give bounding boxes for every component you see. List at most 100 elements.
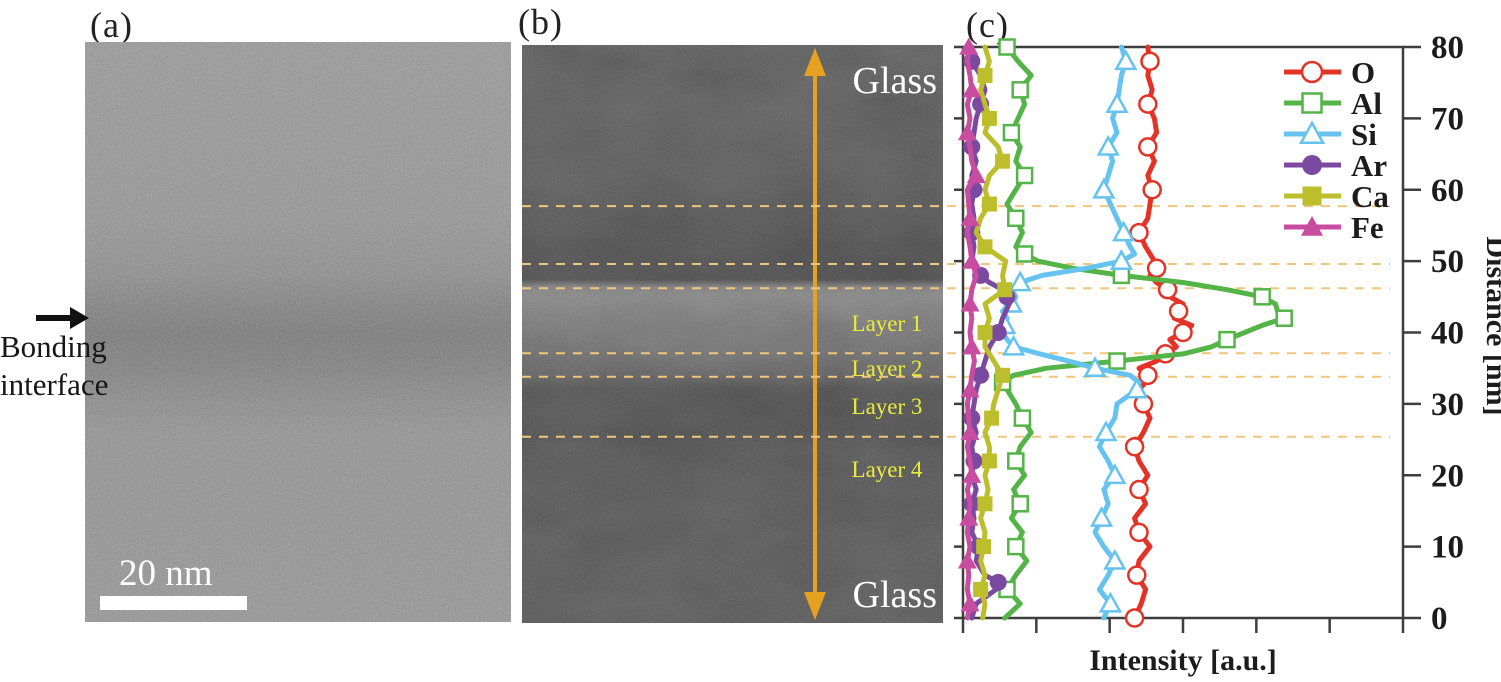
marker-Si-triangle xyxy=(1096,134,1120,156)
marker-O-circle xyxy=(1142,180,1162,200)
series-O xyxy=(1124,44,1195,628)
marker-Fe-triangle xyxy=(957,123,977,141)
marker-Al-square xyxy=(1253,288,1271,306)
marker-Ca-square xyxy=(981,453,997,469)
marker-Ca-square xyxy=(973,581,989,597)
bonding-interface-annotation: Bonding interface xyxy=(0,328,140,404)
marker-Si-triangle xyxy=(1008,270,1032,292)
marker-Ca-square xyxy=(977,325,993,340)
marker-Si-triangle xyxy=(1089,506,1114,527)
bonding-annotation-line2: interface xyxy=(0,367,109,402)
marker-Ca-square xyxy=(977,496,993,512)
marker-Fe-triangle xyxy=(960,208,980,226)
stem-noise-texture xyxy=(522,45,943,623)
panel-b-label: (b) xyxy=(518,2,563,42)
layer-3-label: Layer 3 xyxy=(851,394,923,419)
panel-a-label: (a) xyxy=(90,5,133,45)
marker-O-circle xyxy=(1146,258,1167,279)
marker-Al-square xyxy=(1112,266,1131,285)
y-axis-tick-label: 20 xyxy=(1431,458,1464,494)
marker-O-circle xyxy=(1129,522,1149,543)
marker-Si-triangle xyxy=(1001,334,1026,356)
marker-Si-triangle xyxy=(1111,220,1136,242)
marker-O-circle xyxy=(1138,137,1158,157)
x-axis-title: Intensity [a.u.] xyxy=(1089,644,1277,677)
legend-label-Ar: Ar xyxy=(1351,148,1387,183)
y-axis-tick-label: 60 xyxy=(1431,173,1464,209)
marker-Al-square xyxy=(998,38,1016,56)
marker-Fe-triangle xyxy=(962,80,982,98)
marker-Ar-circle xyxy=(972,366,990,384)
marker-Si-triangle xyxy=(1092,177,1116,199)
marker-O-circle xyxy=(1138,365,1158,386)
marker-Fe-triangle xyxy=(1301,216,1323,236)
marker-Al-square xyxy=(1108,352,1126,370)
marker-Ca-square xyxy=(976,539,992,555)
marker-Al-square xyxy=(1007,209,1025,228)
marker-Si-triangle xyxy=(1098,591,1123,613)
legend-label-Si: Si xyxy=(1351,117,1377,152)
legend-label-Fe: Fe xyxy=(1351,210,1384,245)
marker-Fe-triangle xyxy=(959,37,979,55)
y-axis-tick-label: 80 xyxy=(1431,30,1464,66)
marker-O-circle xyxy=(1127,565,1147,585)
series-Fe xyxy=(957,37,986,621)
panel-b-stem-image: Glass Glass Layer 1 Layer 2 Layer 3 Laye… xyxy=(522,45,943,623)
marker-Fe-triangle xyxy=(957,551,977,569)
marker-Ar-circle xyxy=(989,573,1007,591)
marker-Fe-triangle xyxy=(960,380,980,398)
marker-Si-triangle xyxy=(1103,548,1127,570)
marker-Ca-square xyxy=(977,239,993,255)
marker-Ar-circle xyxy=(989,324,1007,341)
y-axis-title: Distance [nm] xyxy=(1480,236,1501,415)
marker-O-circle xyxy=(1138,94,1158,114)
marker-Ca-square xyxy=(984,410,1000,426)
marker-Ca-square xyxy=(995,367,1011,383)
legend-label-Ca: Ca xyxy=(1351,179,1389,214)
marker-Al-square xyxy=(1218,330,1236,349)
marker-Fe-triangle xyxy=(960,422,980,441)
marker-Al-square xyxy=(1301,92,1323,114)
marker-Al-square xyxy=(1002,123,1021,142)
marker-Ca-square xyxy=(981,110,997,126)
marker-Fe-triangle xyxy=(962,251,982,269)
scale-bar-label: 20 nm xyxy=(119,553,213,594)
y-axis-tick-label: 40 xyxy=(1431,316,1464,352)
marker-Si-triangle xyxy=(1083,356,1107,378)
marker-Ar-circle xyxy=(1302,155,1322,175)
marker-Al-square xyxy=(1275,309,1293,327)
legend-label-Al: Al xyxy=(1351,86,1382,121)
legend-label-O: O xyxy=(1351,55,1375,90)
marker-Al-square xyxy=(1011,495,1029,513)
bonding-annotation-line1: Bonding xyxy=(0,329,107,364)
marker-Si-triangle xyxy=(1094,420,1118,442)
layer-1-label: Layer 1 xyxy=(851,311,923,336)
line-profile-double-arrow-icon xyxy=(804,48,826,620)
marker-Fe-triangle xyxy=(962,465,982,483)
marker-O-circle xyxy=(1173,322,1193,343)
marker-Fe-triangle xyxy=(960,294,980,312)
marker-O-circle xyxy=(1300,60,1324,84)
marker-Al-square xyxy=(1011,81,1029,99)
scale-bar xyxy=(100,596,247,610)
marker-Al-square xyxy=(1007,537,1025,556)
y-axis-tick-label: 70 xyxy=(1431,101,1464,137)
marker-Si-triangle xyxy=(1105,92,1129,113)
marker-Al-square xyxy=(1007,452,1025,470)
marker-O-circle xyxy=(1140,51,1160,72)
marker-Ca-square xyxy=(977,68,993,84)
layer-4-label: Layer 4 xyxy=(851,457,923,482)
marker-Si-triangle xyxy=(1114,49,1138,71)
marker-Ca-square xyxy=(981,196,997,212)
series-Ca xyxy=(973,44,1013,621)
tem-noise-texture xyxy=(85,42,511,622)
marker-Fe-triangle xyxy=(960,594,980,612)
marker-Fe-triangle xyxy=(966,165,986,184)
marker-O-circle xyxy=(1129,222,1149,243)
series-Si xyxy=(993,44,1149,621)
y-axis-tick-label: 50 xyxy=(1431,244,1464,280)
marker-Ca-square xyxy=(997,282,1013,298)
marker-O-circle xyxy=(1124,608,1145,628)
marker-Fe-triangle xyxy=(959,508,979,526)
